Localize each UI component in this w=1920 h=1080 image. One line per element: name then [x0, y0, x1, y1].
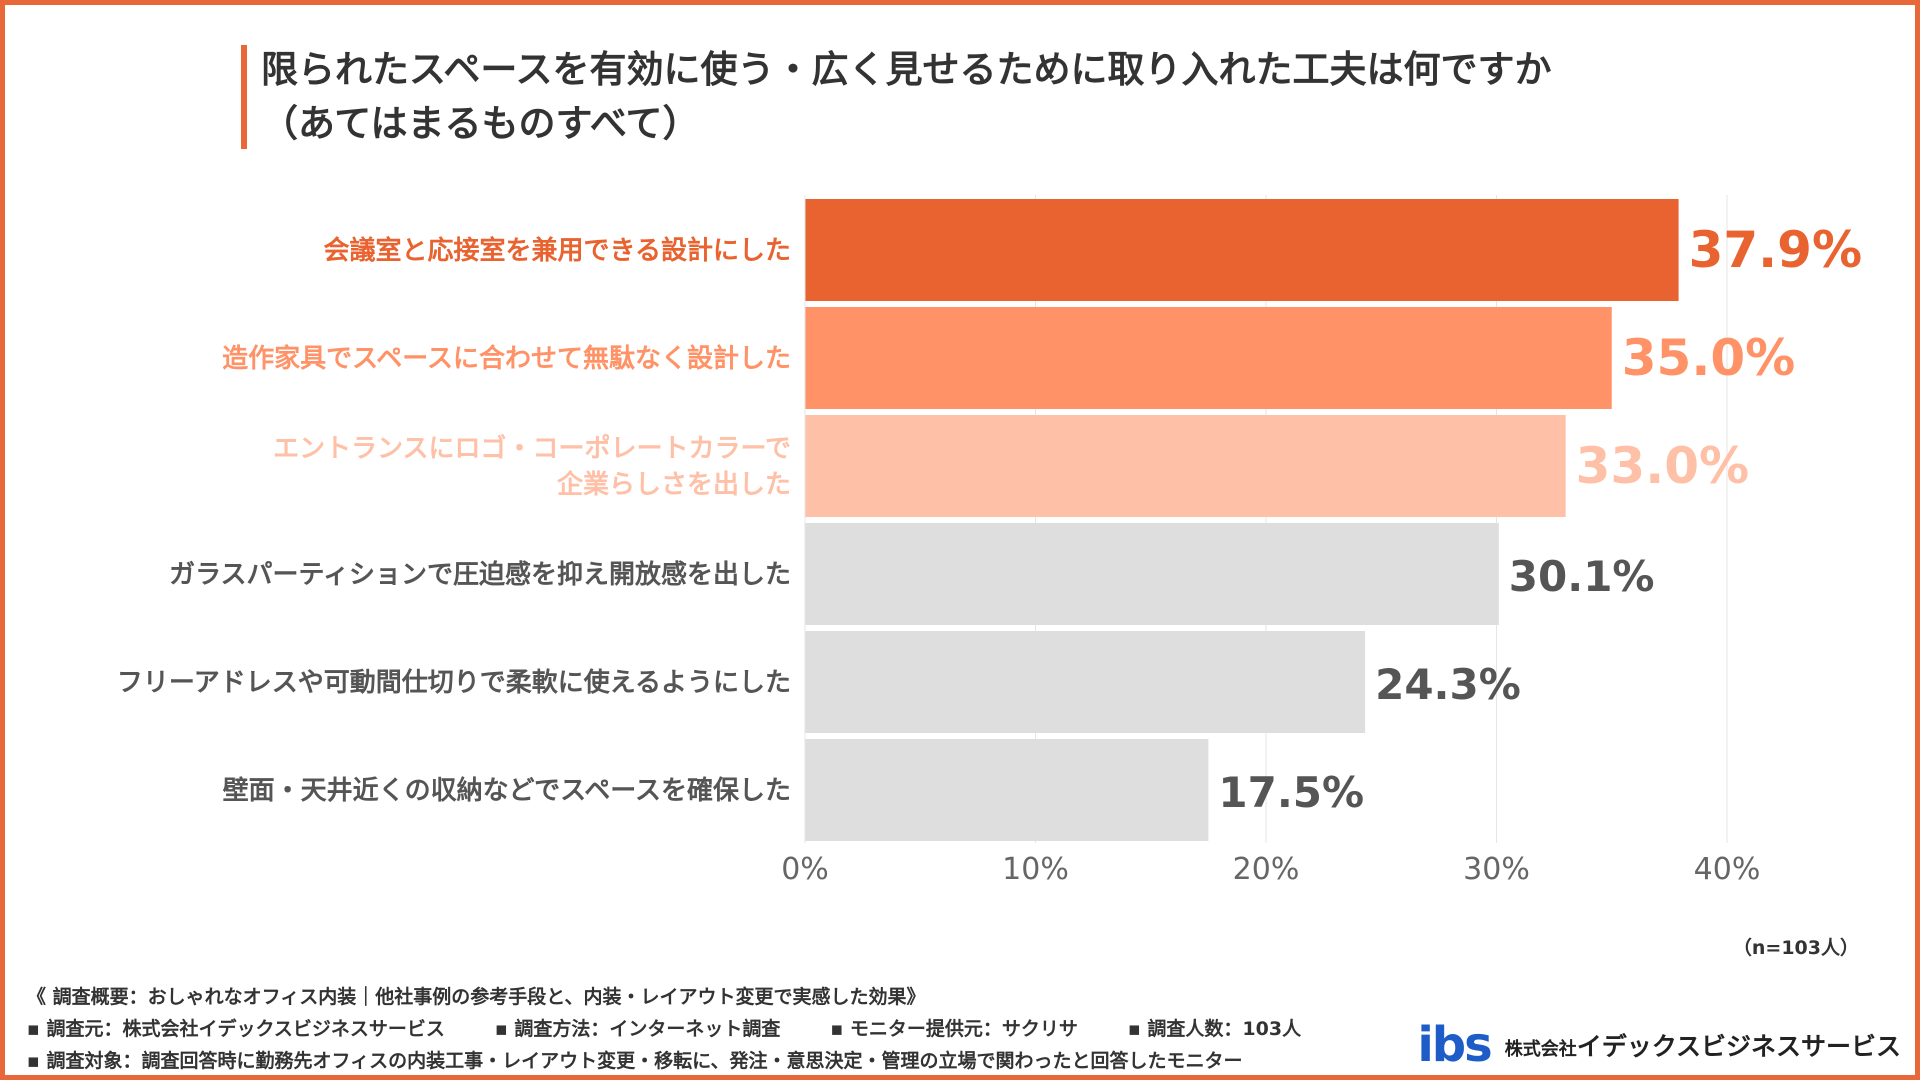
title-accent-bar [241, 45, 247, 149]
company-name-main: イデックスビジネスサービス [1576, 1032, 1901, 1061]
survey-target: ▪ 調査対象：調査回答時に勤務先オフィスの内装工事・レイアウト変更・移転に、発注… [27, 1050, 1243, 1072]
x-tick-label: 30% [1463, 852, 1530, 887]
company-name: 株式会社イデックスビジネスサービス [1505, 1027, 1901, 1063]
category-label: 企業らしさを出した [557, 469, 791, 500]
ibs-logo-icon: ibs [1417, 1017, 1492, 1073]
survey-sample-count: ▪ 調査人数：103人 [1127, 1018, 1302, 1040]
category-label: フリーアドレスや可動間仕切りで柔軟に使えるようにした [117, 667, 791, 698]
survey-details: ▪ 調査元：株式会社イデックスビジネスサービス ▪ 調査方法：インターネット調査 ▪… [27, 1013, 1427, 1045]
value-label: 37.9% [1689, 221, 1862, 279]
bar [805, 199, 1679, 301]
value-label: 17.5% [1218, 768, 1364, 817]
chart-title: 限られたスペースを有効に使う・広く見せるために取り入れた工夫は何ですか （あては… [261, 43, 1881, 151]
survey-overview: 《 調査概要：おしゃれなオフィス内装｜他社事例の参考手段と、内装・レイアウト変更… [27, 986, 926, 1008]
bar [805, 415, 1566, 517]
category-label: 壁面・天井近くの収納などでスペースを確保した [223, 775, 791, 806]
bar [805, 523, 1499, 625]
survey-source: ▪ 調査元：株式会社イデックスビジネスサービス [27, 1018, 445, 1040]
bar-chart: 0% 10% 20% 30% 40% 会議室と応接室を兼用できる設計にした 37.9% 造作家… [117, 195, 1862, 887]
company-logo: ibs 株式会社イデックスビジネスサービス [1417, 1019, 1901, 1071]
value-label: 30.1% [1509, 552, 1655, 601]
value-label: 33.0% [1576, 437, 1749, 495]
value-label: 35.0% [1622, 329, 1795, 387]
title-line-1: 限られたスペースを有効に使う・広く見せるために取り入れた工夫は何ですか [261, 48, 1552, 91]
bar [805, 631, 1366, 733]
survey-footer: 《 調査概要：おしゃれなオフィス内装｜他社事例の参考手段と、内装・レイアウト変更… [27, 981, 1427, 1077]
category-label: 造作家具でスペースに合わせて無駄なく設計した [222, 343, 791, 374]
sample-size-note: （n=103人） [1732, 937, 1859, 959]
x-tick-label: 20% [1233, 852, 1300, 887]
x-tick-label: 10% [1002, 852, 1069, 887]
survey-method: ▪ 調査方法：インターネット調査 [494, 1018, 781, 1040]
x-tick-label: 0% [781, 852, 829, 887]
category-label: ガラスパーティションで圧迫感を抑え開放感を出した [169, 559, 791, 590]
survey-monitor-provider: ▪ モニター提供元：サクリサ [830, 1018, 1078, 1040]
value-label: 24.3% [1375, 660, 1521, 709]
title-line-2: （あてはまるものすべて） [261, 102, 700, 145]
category-label: 会議室と応接室を兼用できる設計にした [324, 235, 791, 266]
x-tick-label: 40% [1694, 852, 1761, 887]
bar [805, 307, 1612, 409]
bar [805, 739, 1209, 841]
company-prefix: 株式会社 [1504, 1039, 1577, 1060]
category-label: エントランスにロゴ・コーポレートカラーで [273, 433, 791, 464]
